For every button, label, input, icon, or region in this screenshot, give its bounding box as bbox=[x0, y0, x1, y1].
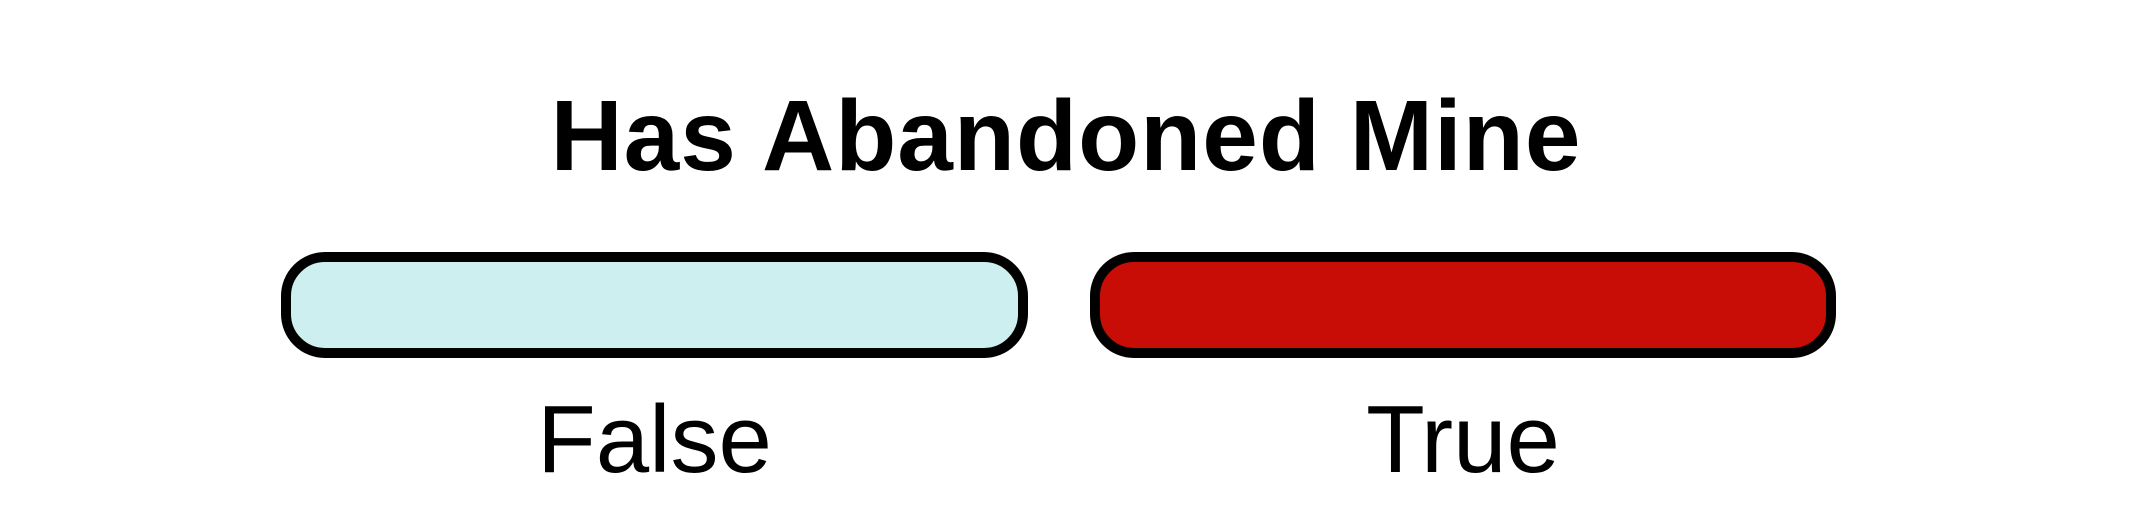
legend-swatch-true bbox=[1090, 252, 1836, 358]
legend-label-false: False bbox=[537, 386, 772, 493]
legend-swatch-false bbox=[281, 252, 1028, 358]
legend-title: Has Abandoned Mine bbox=[550, 80, 1582, 192]
legend-label-true: True bbox=[1366, 386, 1560, 493]
